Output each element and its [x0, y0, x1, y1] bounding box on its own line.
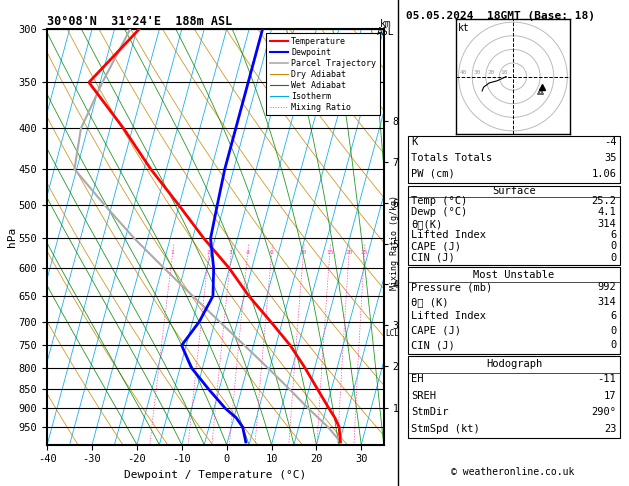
Text: 3: 3: [229, 250, 233, 256]
Text: © weatheronline.co.uk: © weatheronline.co.uk: [451, 467, 574, 477]
Text: km: km: [380, 19, 391, 29]
Text: Lifted Index: Lifted Index: [411, 312, 486, 321]
Text: Hodograph: Hodograph: [486, 360, 542, 369]
Text: 6: 6: [610, 312, 616, 321]
Text: 10: 10: [299, 250, 307, 256]
Text: -11: -11: [598, 374, 616, 384]
Text: Temp (°C): Temp (°C): [411, 196, 467, 206]
Text: 35: 35: [604, 153, 616, 163]
Text: Mixing Ratio (g/kg): Mixing Ratio (g/kg): [390, 195, 399, 291]
Text: 1.06: 1.06: [591, 169, 616, 179]
Text: LCL: LCL: [385, 329, 399, 338]
Text: 20: 20: [345, 250, 353, 256]
Text: Pressure (mb): Pressure (mb): [411, 282, 493, 293]
X-axis label: Dewpoint / Temperature (°C): Dewpoint / Temperature (°C): [125, 470, 306, 480]
Text: 0: 0: [610, 253, 616, 263]
Text: StmDir: StmDir: [411, 407, 449, 417]
Text: Lifted Index: Lifted Index: [411, 230, 486, 240]
Text: 25: 25: [360, 250, 368, 256]
Text: 6: 6: [610, 230, 616, 240]
Text: 15: 15: [326, 250, 333, 256]
Y-axis label: hPa: hPa: [8, 227, 18, 247]
Text: ASL: ASL: [377, 27, 394, 37]
Text: 992: 992: [598, 282, 616, 293]
Text: SREH: SREH: [411, 391, 437, 401]
Text: 23: 23: [604, 424, 616, 434]
Text: 314: 314: [598, 219, 616, 229]
Text: CAPE (J): CAPE (J): [411, 242, 461, 251]
Text: 290°: 290°: [591, 407, 616, 417]
Text: Surface: Surface: [492, 186, 536, 196]
Text: kt: kt: [458, 23, 470, 33]
Text: θᴇ (K): θᴇ (K): [411, 297, 449, 307]
Text: 0: 0: [610, 242, 616, 251]
Text: 17: 17: [604, 391, 616, 401]
Text: 2: 2: [207, 250, 211, 256]
Legend: Temperature, Dewpoint, Parcel Trajectory, Dry Adiabat, Wet Adiabat, Isotherm, Mi: Temperature, Dewpoint, Parcel Trajectory…: [266, 34, 379, 116]
Text: 4: 4: [245, 250, 249, 256]
Text: 1: 1: [170, 250, 174, 256]
Text: 40: 40: [460, 70, 467, 75]
Text: 4.1: 4.1: [598, 208, 616, 218]
Text: 20: 20: [487, 70, 494, 75]
Text: Most Unstable: Most Unstable: [473, 270, 555, 279]
Text: CIN (J): CIN (J): [411, 340, 455, 350]
Text: 10: 10: [501, 70, 508, 75]
Text: θᴇ(K): θᴇ(K): [411, 219, 443, 229]
Text: -4: -4: [604, 138, 616, 147]
Text: 05.05.2024  18GMT (Base: 18): 05.05.2024 18GMT (Base: 18): [406, 11, 594, 21]
Text: 25.2: 25.2: [591, 196, 616, 206]
Text: 0: 0: [610, 340, 616, 350]
Text: K: K: [411, 138, 418, 147]
Text: StmSpd (kt): StmSpd (kt): [411, 424, 480, 434]
Text: Dewp (°C): Dewp (°C): [411, 208, 467, 218]
Text: 30: 30: [474, 70, 481, 75]
Text: CIN (J): CIN (J): [411, 253, 455, 263]
Text: PW (cm): PW (cm): [411, 169, 455, 179]
Text: 314: 314: [598, 297, 616, 307]
Text: 30°08'N  31°24'E  188m ASL: 30°08'N 31°24'E 188m ASL: [47, 15, 233, 28]
Text: Totals Totals: Totals Totals: [411, 153, 493, 163]
Text: EH: EH: [411, 374, 424, 384]
Text: 6: 6: [270, 250, 274, 256]
Text: CAPE (J): CAPE (J): [411, 326, 461, 336]
Text: 0: 0: [610, 326, 616, 336]
